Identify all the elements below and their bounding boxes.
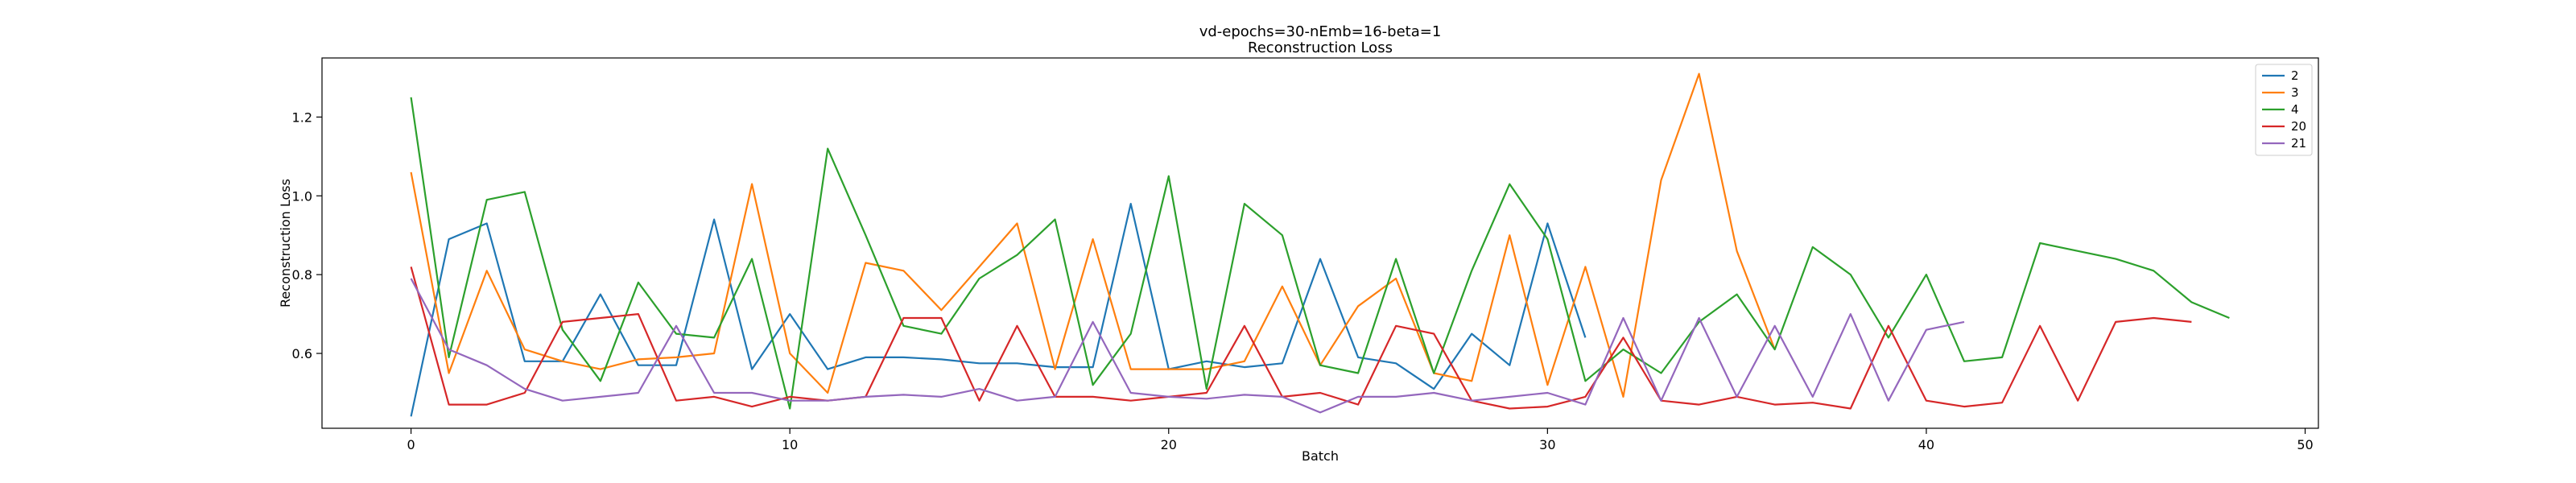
x-tick-label: 50 [2297, 437, 2313, 452]
legend: 2 3 4 20 21 [2255, 64, 2313, 156]
y-tick-label: 0.6 [292, 346, 312, 361]
series-line-3 [410, 72, 1776, 398]
x-axis: 0 10 20 30 40 50 [407, 428, 2314, 452]
y-tick-label: 1.2 [292, 109, 312, 125]
x-tick-label: 40 [1918, 437, 1934, 452]
y-tick-label: 0.8 [292, 267, 312, 283]
x-tick-label: 0 [407, 437, 415, 452]
legend-label-4: 4 [2291, 102, 2299, 117]
x-tick-label: 10 [782, 437, 798, 452]
series-line-21 [410, 278, 1965, 414]
chart-title: vd-epochs=30-nEmb=16-beta=1 [1199, 23, 1442, 40]
legend-label-20: 20 [2291, 119, 2306, 134]
y-axis: 0.6 0.8 1.0 1.2 [292, 109, 322, 361]
x-tick-label: 20 [1161, 437, 1177, 452]
x-tick-label: 30 [1539, 437, 1555, 452]
plot-frame [321, 57, 2319, 429]
y-tick-label: 1.0 [292, 188, 312, 204]
plot-lines [410, 72, 2230, 417]
legend-label-3: 3 [2291, 85, 2299, 100]
x-axis-label: Batch [1302, 448, 1339, 464]
y-axis-label: Reconstruction Loss [278, 179, 293, 308]
chart-subtitle: Reconstruction Loss [1248, 39, 1393, 56]
legend-label-21: 21 [2291, 136, 2306, 151]
series-line-20 [410, 266, 2192, 410]
series-line-4 [410, 97, 2230, 410]
legend-label-2: 2 [2291, 68, 2299, 83]
